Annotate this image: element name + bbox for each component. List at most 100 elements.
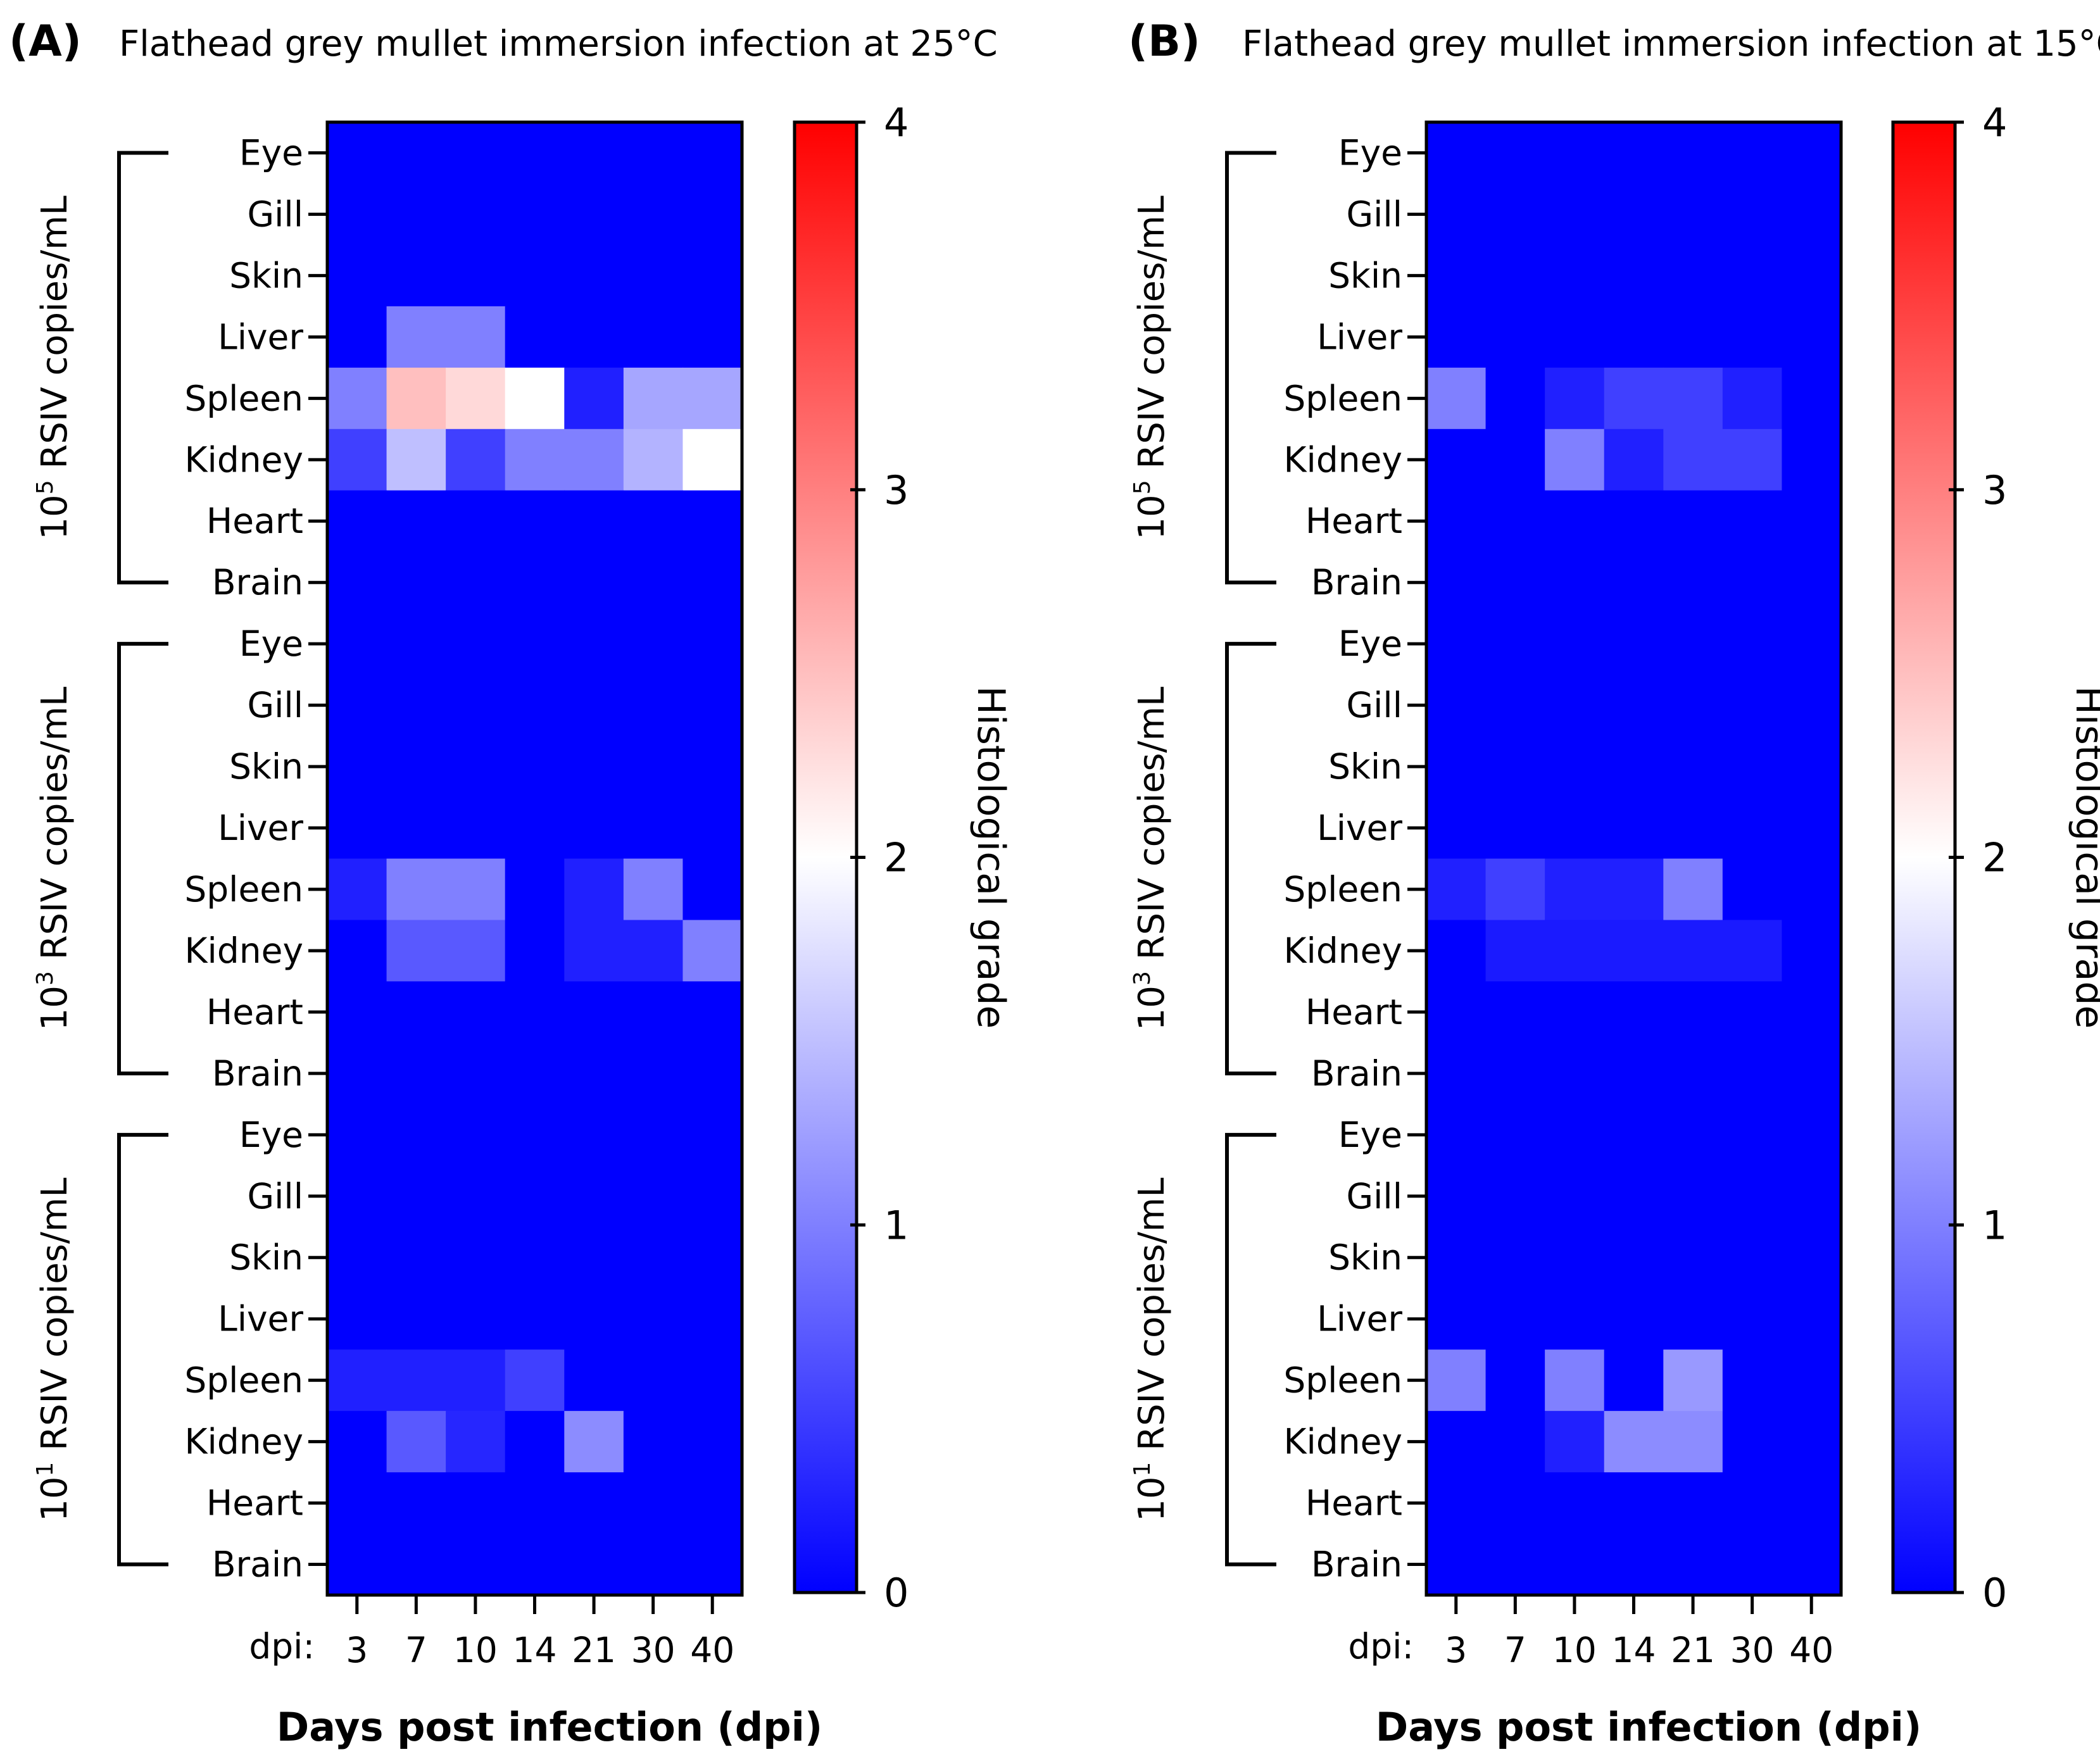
heatmap-cell <box>1545 429 1605 491</box>
heatmap-cell <box>1545 244 1605 307</box>
heatmap-cell <box>1722 736 1783 798</box>
heatmap-cell <box>1485 306 1545 368</box>
heatmap-cell <box>1426 858 1487 921</box>
x-axis-title: Days post infection (dpi) <box>277 1704 822 1750</box>
row-label: Skin <box>1328 255 1402 296</box>
heatmap-cell <box>386 613 446 675</box>
heatmap-cell <box>1545 1104 1605 1166</box>
heatmap-cell <box>505 551 565 614</box>
heatmap-cell <box>564 1349 624 1412</box>
heatmap-cell <box>386 122 446 184</box>
heatmap-cell <box>682 183 743 246</box>
heatmap-cell <box>386 858 446 921</box>
heatmap-cell <box>386 1534 446 1596</box>
heatmap-cell <box>327 1472 387 1534</box>
heatmap-cell <box>505 490 565 553</box>
heatmap-cell <box>505 674 565 737</box>
heatmap-cell <box>386 429 446 491</box>
heatmap-cell <box>1426 674 1487 737</box>
heatmap-cell <box>682 736 743 798</box>
heatmap-cell <box>446 797 506 860</box>
row-label: Heart <box>206 501 303 541</box>
heatmap-cell <box>1604 1042 1664 1105</box>
heatmap-cell <box>1426 1349 1487 1412</box>
heatmap-cell <box>1604 490 1664 553</box>
heatmap-cell <box>623 1104 684 1166</box>
x-tick-label: 14 <box>513 1630 557 1670</box>
heatmap-cell <box>1485 244 1545 307</box>
heatmap-cell <box>1782 183 1842 246</box>
heatmap-cell <box>564 1411 624 1473</box>
heatmap-cell <box>327 551 387 614</box>
heatmap-cell <box>1485 122 1545 184</box>
heatmap-cell <box>1722 1534 1783 1596</box>
heatmap-cell <box>1426 1165 1487 1227</box>
row-label: Kidney <box>184 930 303 971</box>
heatmap-cell <box>386 551 446 614</box>
heatmap-cell <box>623 920 684 982</box>
heatmap-cell <box>1782 920 1842 982</box>
row-label: Gill <box>1347 1176 1402 1217</box>
heatmap-cell <box>327 797 387 860</box>
heatmap-cell <box>1604 1104 1664 1166</box>
heatmap-cell <box>564 1165 624 1227</box>
dose-base: 10 <box>1131 494 1173 539</box>
heatmap-cell <box>446 858 506 921</box>
colorbar-tick-label: 4 <box>884 99 909 146</box>
heatmap-cell <box>623 858 684 921</box>
heatmap-cell <box>386 1288 446 1350</box>
heatmap-cell <box>1426 736 1487 798</box>
heatmap-cell <box>1782 551 1842 614</box>
heatmap-cell <box>1782 1472 1842 1534</box>
heatmap-cell <box>1782 736 1842 798</box>
dose-base: 10 <box>1131 1477 1173 1522</box>
heatmap-cell <box>1663 981 1723 1043</box>
heatmap-cell <box>1663 429 1723 491</box>
heatmap-cell <box>1722 244 1783 307</box>
heatmap-cell <box>1663 797 1723 860</box>
colorbar-tick-label: 4 <box>1982 99 2007 146</box>
heatmap-cell <box>1663 367 1723 430</box>
heatmap-cell <box>327 920 387 982</box>
heatmap-cell <box>1604 858 1664 921</box>
heatmap-cell <box>564 1042 624 1105</box>
row-label: Liver <box>218 1299 303 1339</box>
heatmap-cell <box>505 1165 565 1227</box>
heatmap-cell <box>682 490 743 553</box>
heatmap-cell <box>446 122 506 184</box>
row-label: Skin <box>229 255 303 296</box>
heatmap-cell <box>505 1104 565 1166</box>
row-label: Eye <box>239 1115 303 1155</box>
heatmap-cell <box>564 1472 624 1534</box>
heatmap-cell <box>682 1472 743 1534</box>
row-label: Liver <box>1317 808 1402 848</box>
row-label: Spleen <box>1283 378 1402 418</box>
dose-exponent: 5 <box>1129 480 1155 494</box>
dose-unit: RSIV copies/mL <box>34 1177 75 1462</box>
heatmap-cell <box>505 858 565 921</box>
x-tick-label: 14 <box>1612 1630 1656 1670</box>
heatmap-cell <box>564 920 624 982</box>
heatmap-cell <box>1722 429 1783 491</box>
heatmap-cell <box>1722 306 1783 368</box>
heatmap-cell <box>1782 858 1842 921</box>
row-label: Eye <box>1338 623 1402 664</box>
heatmap-cell <box>564 736 624 798</box>
heatmap-cell <box>386 490 446 553</box>
heatmap-cell <box>327 490 387 553</box>
heatmap-cell <box>1426 1411 1487 1473</box>
heatmap-cell <box>327 1411 387 1473</box>
heatmap-cell <box>623 183 684 246</box>
row-label: Gill <box>1347 685 1402 725</box>
row-label: Spleen <box>184 1360 303 1401</box>
heatmap-cell <box>1782 367 1842 430</box>
heatmap-cell <box>1426 1288 1487 1350</box>
row-label: Eye <box>1338 132 1402 173</box>
heatmap-cell <box>446 183 506 246</box>
heatmap-cell <box>505 736 565 798</box>
heatmap-cell <box>1485 490 1545 553</box>
heatmap-cell <box>1722 797 1783 860</box>
dose-label: 101 RSIV copies/mL <box>1129 1177 1173 1521</box>
row-label: Brain <box>212 562 303 603</box>
heatmap-cell <box>623 1288 684 1350</box>
